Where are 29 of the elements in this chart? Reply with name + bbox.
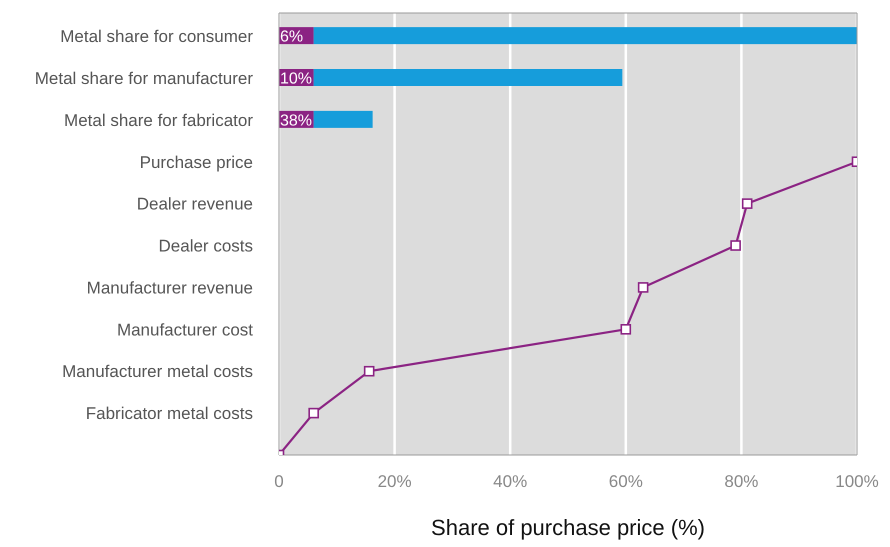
x-tick-label: 0 [274,472,284,492]
point [364,366,374,377]
bar [314,110,373,128]
point [638,282,648,293]
y-tick-label: Purchase price [140,152,253,172]
y-tick-label: Metal share for manufacturer [34,68,254,88]
y-tick-label: Metal share for consumer [60,27,254,46]
x-tick-label: 80% [724,472,758,492]
x-tick-label: 100% [835,472,879,492]
y-tick-label: Manufacturer cost [116,320,254,340]
bar [314,27,857,44]
y-tick-label: Fabricator metal costs [86,404,253,424]
bar [314,68,622,86]
y-tick-label: Dealer revenue [136,194,253,214]
point [308,408,319,418]
annotation: 10% [280,70,312,88]
annotation: 38% [280,112,312,130]
y-tick-label: Manufacturer metal costs [62,362,253,382]
x-tick-label: 40% [493,472,528,492]
y-tick-label: Metal share for fabricator [64,110,254,130]
y-tick-label: Dealer costs [158,236,253,256]
point [730,240,741,251]
y-tick-label: Manufacturer revenue [86,278,253,298]
x-tick-label: 20% [378,472,412,492]
x-tick-label: 60% [608,472,643,492]
x-axis-title: Share of purchase price (%) [431,515,705,540]
annotation: 6% [280,28,304,46]
point [742,198,752,209]
point [620,324,632,335]
